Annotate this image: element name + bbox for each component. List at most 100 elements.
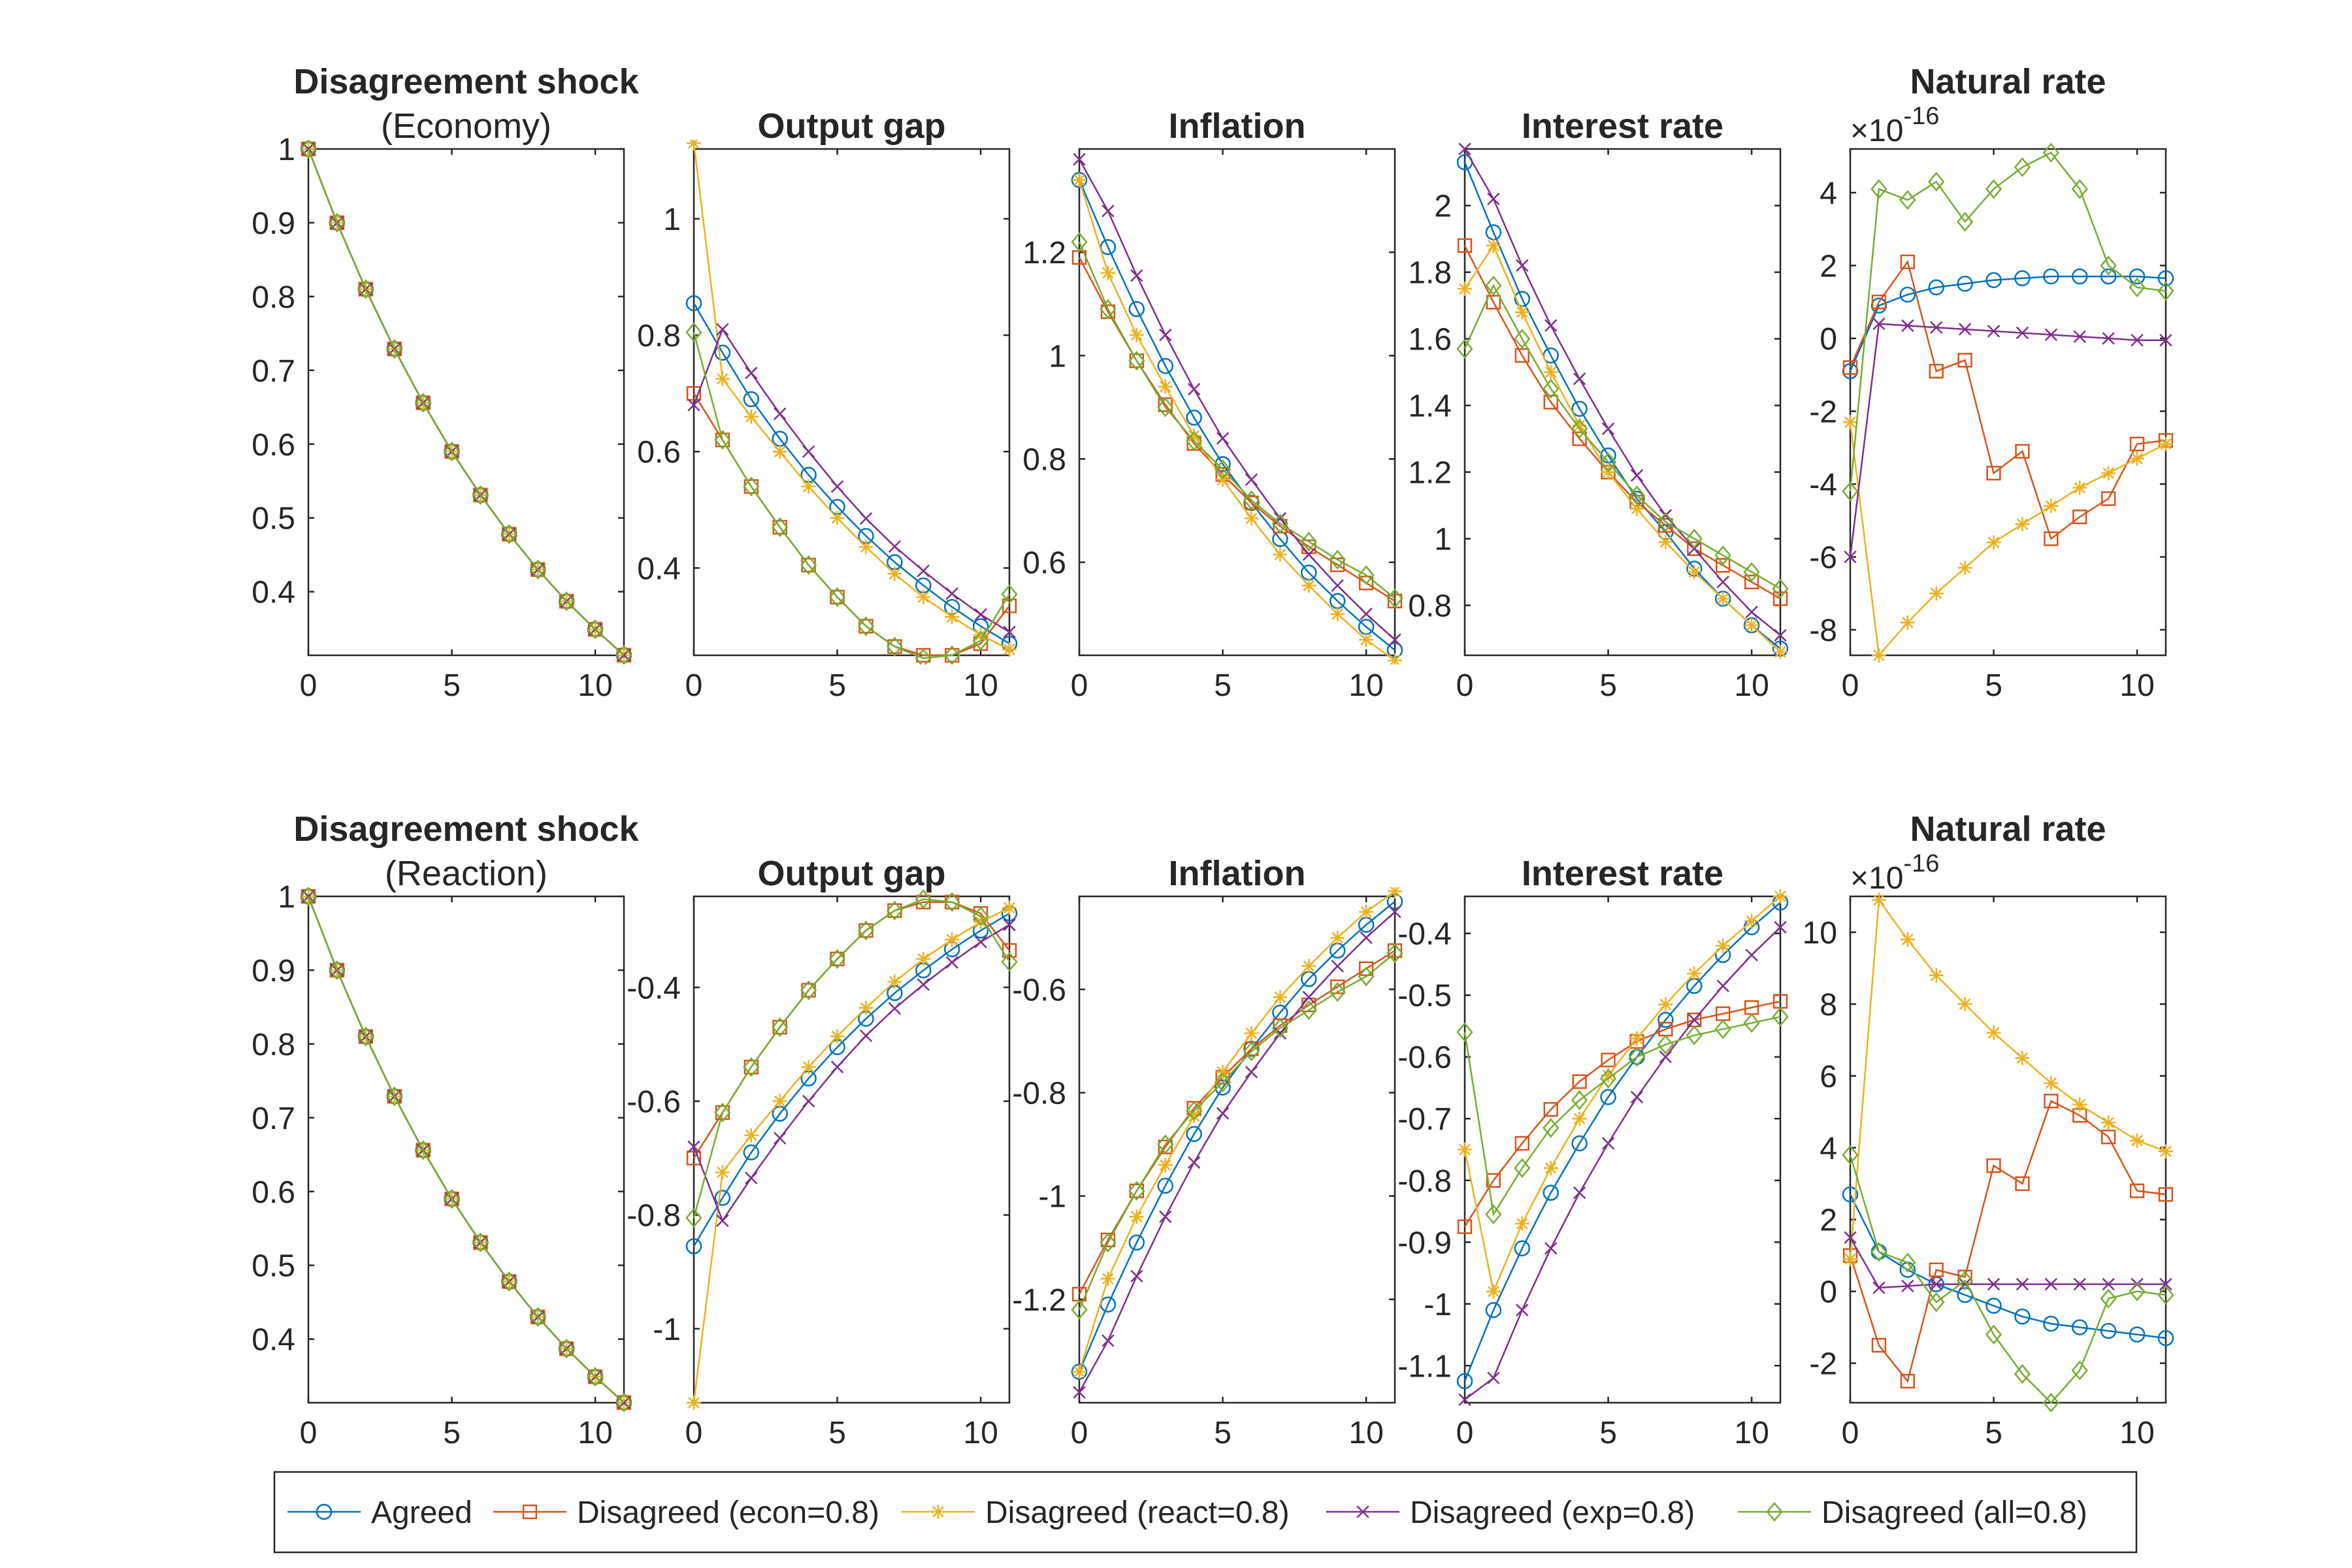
data-point	[615, 645, 632, 664]
x-tick-label: 5	[1599, 1416, 1617, 1450]
y-tick-label: 1	[1049, 339, 1066, 374]
data-point	[715, 371, 730, 386]
x-tick-label: 10	[1734, 668, 1769, 703]
data-point	[1300, 531, 1317, 552]
data-point	[2159, 436, 2173, 451]
data-point	[2100, 1288, 2117, 1309]
data-point	[1243, 490, 1260, 510]
data-point	[1870, 179, 1887, 199]
exponent-power: -16	[1903, 850, 1939, 877]
data-point	[687, 1140, 700, 1153]
data-point	[888, 540, 902, 553]
series-disagreed-econ-0-8-	[1842, 254, 2174, 546]
data-point	[1071, 1299, 1088, 1320]
data-point	[1929, 968, 1944, 983]
data-point	[800, 555, 817, 576]
series-disagreed-econ-0-8-	[1842, 1094, 2174, 1389]
series-line	[1849, 1237, 2166, 1289]
data-point	[2129, 268, 2146, 285]
data-point	[1243, 1041, 1260, 1062]
data-point	[2157, 281, 2174, 301]
axes-frame	[1078, 895, 1396, 1404]
data-point	[1514, 1216, 1529, 1231]
data-point	[886, 636, 903, 657]
exponent-base: ×10	[1850, 861, 1903, 896]
data-point	[2100, 255, 2117, 276]
series-agreed	[685, 295, 1018, 652]
y-tick-label: 1.2	[1022, 236, 1066, 270]
data-point	[1571, 400, 1588, 417]
x-tick-label: 0	[1842, 668, 1859, 703]
data-point	[973, 915, 988, 930]
y-tick-label: -0.4	[627, 971, 681, 1005]
data-point	[1273, 990, 1288, 1005]
data-point	[1986, 466, 2001, 481]
data-point	[1214, 1072, 1232, 1092]
data-point	[2131, 334, 2144, 347]
data-point	[772, 1017, 789, 1037]
legend-box	[273, 1471, 2138, 1554]
data-point	[2129, 1183, 2145, 1198]
legend-marker	[1356, 1505, 1369, 1518]
series-disagreed-exp-0-8-	[1844, 1231, 2172, 1294]
x-tick-label: 10	[1348, 668, 1383, 703]
data-point	[1388, 906, 1401, 919]
data-point	[945, 932, 960, 947]
data-point	[1100, 299, 1117, 319]
data-point	[1985, 1324, 2002, 1345]
data-point	[2159, 1277, 2172, 1291]
data-point	[1957, 353, 1972, 368]
legend-entry: Disagreed (all=0.8)	[1738, 1495, 2087, 1530]
exponent-power: -16	[1903, 103, 1939, 130]
data-point	[2129, 1281, 2146, 1301]
data-point	[1456, 1373, 1473, 1390]
y-tick-label: 0.8	[1408, 589, 1452, 624]
data-point	[1002, 642, 1017, 657]
data-point	[1215, 472, 1230, 487]
data-point	[1630, 468, 1644, 482]
data-point	[715, 1165, 730, 1180]
series-disagreed-all-0-8-	[685, 889, 1018, 1228]
data-point	[1358, 966, 1375, 987]
subplot-row1-col4: 0 5 10 0.8 1 1.2 1.4 1.6 1.8 2 Interest rate	[1408, 106, 1789, 703]
series-line	[1849, 275, 2166, 372]
series-line	[693, 913, 1010, 1247]
x-tick-label: 0	[300, 1416, 318, 1450]
x-tick-label: 0	[1842, 1416, 1859, 1450]
data-point	[1457, 238, 1473, 253]
x-tick-label: 5	[828, 668, 846, 703]
data-point	[974, 608, 987, 621]
y-tick-label: -0.6	[1397, 1041, 1452, 1075]
series-disagreed-exp-0-8-	[1073, 153, 1401, 646]
data-point	[972, 906, 989, 926]
data-point	[415, 393, 432, 413]
y-tick-label: 0	[1820, 322, 1837, 357]
data-point	[2100, 1322, 2117, 1339]
series-disagreed-react-0-8-	[1072, 887, 1402, 1379]
x-tick-label: 5	[443, 668, 461, 703]
data-point	[1003, 625, 1016, 639]
data-point	[1686, 1025, 1703, 1045]
legend-marker	[316, 1503, 333, 1520]
data-point	[743, 391, 760, 408]
legend-label: Agreed	[371, 1495, 472, 1530]
data-point	[1543, 1102, 1558, 1117]
data-point	[1871, 1337, 1887, 1353]
data-point	[1102, 1334, 1115, 1347]
data-point	[2043, 268, 2059, 285]
legend-entry: Disagreed (exp=0.8)	[1326, 1495, 1695, 1530]
data-point	[1716, 576, 1729, 589]
plot-area	[685, 140, 1018, 664]
data-point	[916, 589, 931, 604]
data-point	[743, 1128, 759, 1143]
y-tick-label: 0.6	[252, 428, 295, 463]
data-point	[1359, 632, 1374, 647]
data-point	[1987, 1277, 2001, 1291]
data-point	[745, 1171, 758, 1184]
data-point	[772, 517, 789, 538]
data-point	[1186, 1126, 1202, 1143]
panel-title: Output gap	[758, 854, 946, 893]
data-point	[974, 935, 987, 949]
data-point	[1159, 1210, 1172, 1223]
x-tick-label: 10	[963, 668, 998, 703]
